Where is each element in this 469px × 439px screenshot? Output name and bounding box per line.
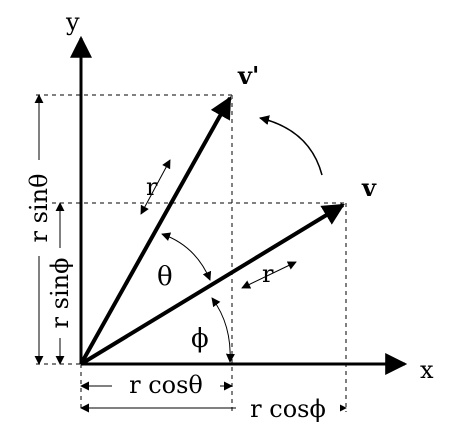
rotation-arrow <box>259 115 323 176</box>
vector-v-label: v <box>361 173 377 202</box>
theta-label: θ <box>157 262 173 292</box>
y-axis-label: y <box>65 8 80 36</box>
x-axis-label: x <box>420 356 434 384</box>
r-indicator-v-prime <box>140 159 171 215</box>
r-label-v-prime: r <box>146 173 158 201</box>
phi-arc <box>211 297 235 363</box>
phi-label: ϕ <box>191 324 209 354</box>
r-sin-theta-label: r sinθ <box>25 174 53 243</box>
r-cos-theta-label: r cosθ <box>129 371 203 399</box>
r-label-v: r <box>262 260 274 288</box>
vector-v-prime <box>79 96 232 365</box>
r-indicator-v <box>241 261 297 289</box>
vector-v-prime-label: v' <box>237 61 259 90</box>
vector-v <box>79 203 345 366</box>
theta-arc <box>161 232 212 281</box>
r-sin-phi-label: r sinϕ <box>46 258 74 329</box>
r-cos-phi-label: r cosϕ <box>250 395 326 423</box>
